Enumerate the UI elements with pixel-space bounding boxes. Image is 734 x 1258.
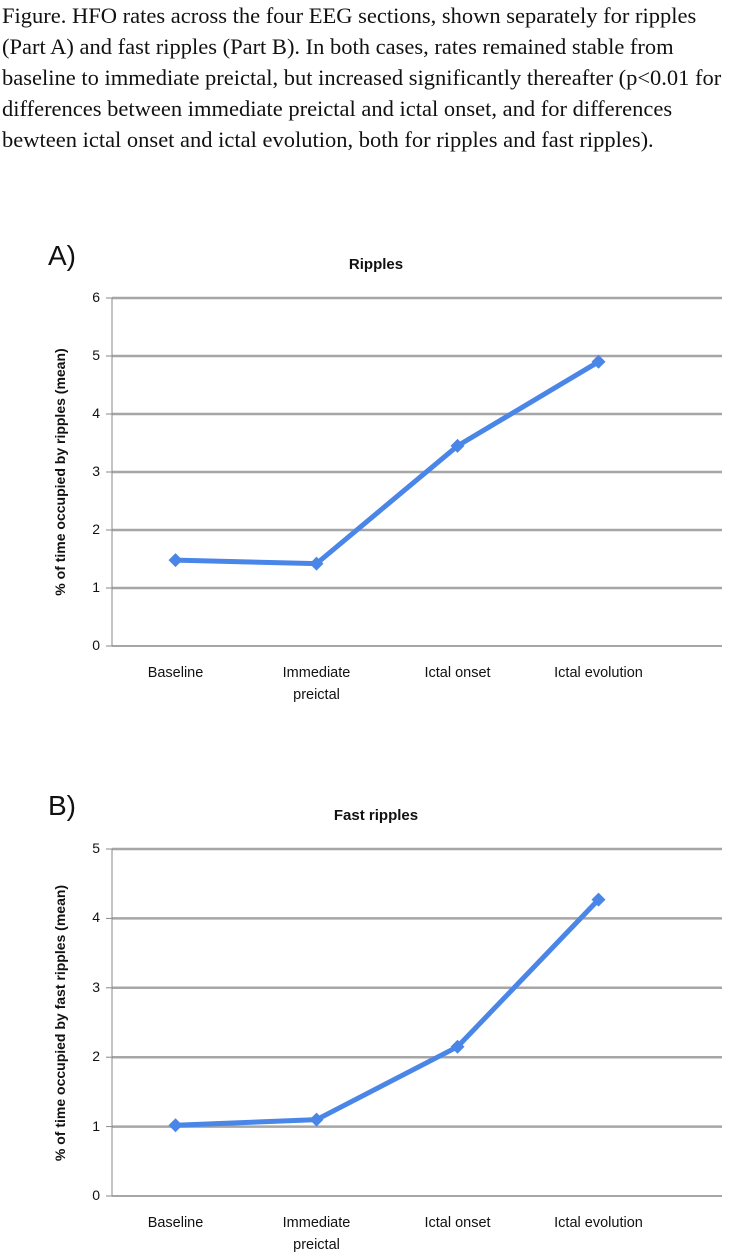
chart-title: Ripples: [348, 256, 404, 273]
y-axis-label: % of time occupied by fast ripples (mean…: [52, 884, 68, 1161]
y-tick-label: 4: [92, 405, 100, 421]
x-tick-label: Ictal onset: [424, 665, 491, 681]
y-tick-label: 0: [92, 637, 100, 653]
data-marker: [591, 354, 606, 369]
y-tick-label: 3: [92, 978, 100, 995]
y-tick-label: 4: [92, 909, 100, 926]
x-tick-label: Immediate preictal: [282, 665, 351, 703]
x-tick-label: Ictal onset: [424, 1215, 491, 1231]
data-marker: [168, 1118, 183, 1133]
data-marker: [591, 892, 606, 907]
data-line: [175, 897, 601, 1128]
y-tick-label: 1: [92, 1117, 100, 1134]
y-axis-label: % of time occupied by ripples (mean): [52, 348, 68, 596]
y-tick-label: 5: [92, 840, 100, 856]
x-tick-label: Ictal evolution: [554, 665, 643, 681]
panel-label: A): [48, 240, 76, 271]
y-tick-label: 6: [92, 289, 100, 305]
panel-label: B): [48, 790, 76, 821]
chart-title: Fast ripples: [333, 807, 419, 824]
figure-caption: Figure. HFO rates across the four EEG se…: [2, 3, 722, 152]
data-marker: [309, 1112, 324, 1127]
y-tick-label: 1: [92, 579, 100, 595]
data-marker: [450, 438, 465, 453]
x-tick-label: Baseline: [147, 665, 204, 681]
data-line: [175, 359, 600, 567]
y-tick-label: 5: [92, 347, 100, 363]
data-marker: [309, 556, 324, 571]
data-marker: [450, 1039, 465, 1054]
y-tick-label: 0: [92, 1187, 100, 1203]
x-tick-label: Baseline: [147, 1215, 204, 1231]
data-marker: [168, 553, 183, 568]
x-tick-label: Ictal evolution: [554, 1215, 643, 1231]
y-tick-label: 2: [92, 1048, 100, 1065]
y-tick-label: 3: [92, 463, 100, 479]
x-tick-label: Immediate preictal: [282, 1215, 351, 1253]
y-tick-label: 2: [92, 521, 100, 537]
